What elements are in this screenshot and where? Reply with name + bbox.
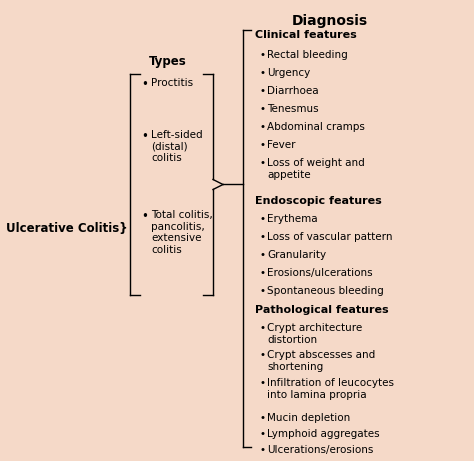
- Text: •: •: [260, 140, 266, 150]
- Text: •: •: [141, 130, 148, 143]
- Text: Types: Types: [149, 55, 187, 68]
- Text: Proctitis: Proctitis: [151, 78, 193, 88]
- Text: Mucin depletion: Mucin depletion: [267, 413, 350, 423]
- Text: Erosions/ulcerations: Erosions/ulcerations: [267, 268, 373, 278]
- Text: •: •: [260, 158, 266, 168]
- Text: Diarrhoea: Diarrhoea: [267, 86, 319, 96]
- Text: •: •: [260, 413, 266, 423]
- Text: Loss of vascular pattern: Loss of vascular pattern: [267, 232, 392, 242]
- Text: •: •: [260, 86, 266, 96]
- Text: Lymphoid aggregates: Lymphoid aggregates: [267, 429, 380, 439]
- Text: •: •: [260, 68, 266, 78]
- Text: Left-sided
(distal)
colitis: Left-sided (distal) colitis: [151, 130, 202, 163]
- Text: Erythema: Erythema: [267, 214, 318, 224]
- Text: Ulcerations/erosions: Ulcerations/erosions: [267, 445, 374, 455]
- Text: Diagnosis: Diagnosis: [292, 14, 368, 28]
- Text: Crypt architecture
distortion: Crypt architecture distortion: [267, 323, 362, 345]
- Text: Abdominal cramps: Abdominal cramps: [267, 122, 365, 132]
- Text: Infiltration of leucocytes
into lamina propria: Infiltration of leucocytes into lamina p…: [267, 378, 394, 400]
- Text: •: •: [260, 214, 266, 224]
- Text: Urgency: Urgency: [267, 68, 310, 78]
- Text: •: •: [260, 232, 266, 242]
- Text: •: •: [260, 268, 266, 278]
- Text: •: •: [141, 78, 148, 91]
- Text: Spontaneous bleeding: Spontaneous bleeding: [267, 286, 384, 296]
- Text: •: •: [260, 323, 266, 333]
- Text: Granularity: Granularity: [267, 250, 326, 260]
- Text: Ulcerative Colitis}: Ulcerative Colitis}: [6, 221, 128, 235]
- Text: •: •: [260, 429, 266, 439]
- Text: •: •: [260, 350, 266, 360]
- Text: •: •: [260, 378, 266, 388]
- Text: •: •: [260, 122, 266, 132]
- Text: Pathological features: Pathological features: [255, 305, 389, 315]
- Text: Loss of weight and
appetite: Loss of weight and appetite: [267, 158, 365, 180]
- Text: •: •: [141, 210, 148, 223]
- Text: •: •: [260, 445, 266, 455]
- Text: Rectal bleeding: Rectal bleeding: [267, 50, 348, 60]
- Text: Endoscopic features: Endoscopic features: [255, 196, 382, 206]
- Text: Tenesmus: Tenesmus: [267, 104, 319, 114]
- Text: Clinical features: Clinical features: [255, 30, 357, 40]
- Text: •: •: [260, 250, 266, 260]
- Text: •: •: [260, 286, 266, 296]
- Text: Crypt abscesses and
shortening: Crypt abscesses and shortening: [267, 350, 375, 372]
- Text: •: •: [260, 104, 266, 114]
- Text: Fever: Fever: [267, 140, 295, 150]
- Text: •: •: [260, 50, 266, 60]
- Text: Total colitis,
pancolitis,
extensive
colitis: Total colitis, pancolitis, extensive col…: [151, 210, 213, 255]
